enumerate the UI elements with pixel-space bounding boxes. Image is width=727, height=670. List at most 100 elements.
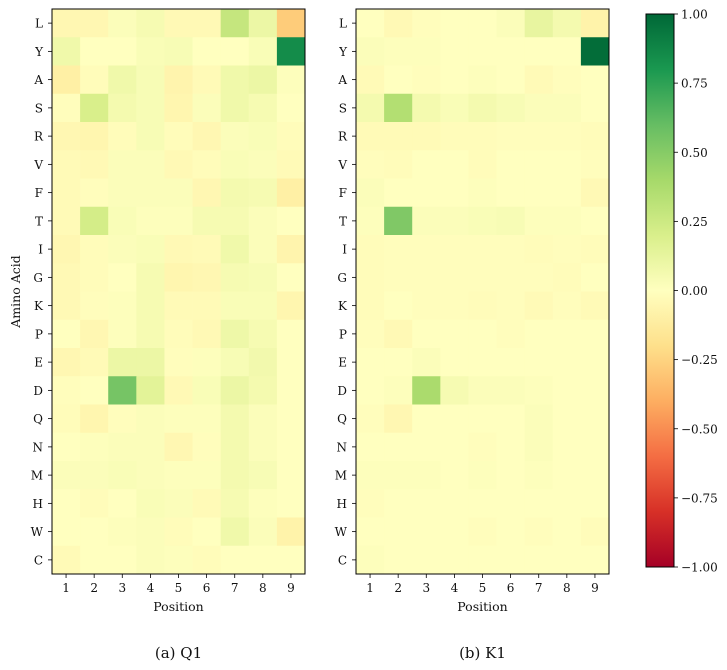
heatmap-cell <box>276 206 306 236</box>
heatmap-cell <box>412 93 441 123</box>
heatmap-cell <box>136 461 165 490</box>
heatmap-cell <box>276 461 306 490</box>
heatmap-cell <box>136 348 165 377</box>
heatmap-cell <box>248 65 278 95</box>
y-tick-label: W <box>335 525 348 539</box>
heatmap-cell <box>468 37 497 66</box>
heatmap-cell <box>248 9 278 38</box>
heatmap-cell <box>552 178 582 208</box>
heatmap-cell <box>164 461 193 490</box>
heatmap-cell <box>524 178 554 208</box>
heatmap-cell <box>220 319 250 349</box>
heatmap-cell <box>80 319 109 349</box>
heatmap-cell <box>552 319 582 349</box>
heatmap-cell <box>108 291 137 321</box>
heatmap-cell <box>248 545 278 575</box>
heatmap-cell <box>192 517 222 547</box>
heatmap-cell <box>524 291 554 321</box>
heatmap-cell <box>440 263 469 292</box>
heatmap-cell <box>552 432 582 462</box>
heatmap-cell <box>192 291 222 321</box>
heatmap-cell <box>136 150 165 179</box>
heatmap-cell <box>52 348 81 377</box>
heatmap-cell <box>164 93 193 123</box>
heatmap-cell <box>80 206 109 236</box>
y-tick-label: N <box>337 440 348 454</box>
heatmap-cell <box>108 376 137 405</box>
heatmap-cell <box>108 517 137 547</box>
heatmap-cell <box>220 348 250 377</box>
heatmap-cell <box>580 150 610 179</box>
heatmap-cell <box>412 178 441 208</box>
heatmap-cell <box>384 65 413 95</box>
heatmap-cell <box>80 235 109 264</box>
heatmap-cell <box>356 206 385 236</box>
heatmap-cell <box>356 376 385 405</box>
heatmap-cell <box>384 122 413 151</box>
heatmap-cell <box>468 291 497 321</box>
heatmap-cell <box>80 291 109 321</box>
heatmap-cell <box>468 319 497 349</box>
heatmap-cell <box>248 291 278 321</box>
heatmap-cell <box>412 461 441 490</box>
heatmap-cell <box>552 206 582 236</box>
heatmap-cell <box>108 263 137 292</box>
heatmap-cell <box>136 517 165 547</box>
heatmap-cell <box>164 376 193 405</box>
heatmap-cell <box>164 517 193 547</box>
heatmap-cell <box>52 545 81 575</box>
heatmap-cell <box>440 178 469 208</box>
y-tick-label: R <box>34 130 44 144</box>
heatmap-cell <box>580 65 610 95</box>
heatmap-cell <box>384 9 413 38</box>
heatmap-cell <box>468 263 497 292</box>
heatmap-cell <box>524 9 554 38</box>
heatmap-cell <box>248 178 278 208</box>
colorbar-tick-label: 0.50 <box>681 146 708 160</box>
heatmap-cell <box>552 376 582 405</box>
heatmap-cell <box>80 93 109 123</box>
heatmap-cell <box>552 93 582 123</box>
x-tick-label: 2 <box>90 581 98 595</box>
colorbar-ticks: 1.00 0.75 0.50 0.25 0.00 −0.25 −0.50 −0.75 −1.00 <box>674 8 718 575</box>
heatmap-cell <box>220 376 250 405</box>
colorbar-tick-label: −0.50 <box>681 422 718 436</box>
heatmap-cell <box>496 9 526 38</box>
heatmap-cell <box>524 376 554 405</box>
heatmap-cell <box>468 489 497 518</box>
heatmap-cell <box>496 93 526 123</box>
heatmap-cell <box>108 9 137 38</box>
heatmap-cell <box>276 489 306 518</box>
heatmap-cell <box>220 37 250 66</box>
heatmap-cell <box>412 9 441 38</box>
caption-q1: (a) Q1 <box>155 644 202 662</box>
heatmap-cell <box>552 37 582 66</box>
heatmap-cell <box>580 404 610 434</box>
heatmap-cell <box>136 9 165 38</box>
x-tick-label: 9 <box>591 581 599 595</box>
heatmap-cell <box>356 461 385 490</box>
heatmap-cell <box>164 432 193 462</box>
heatmap-cell <box>552 404 582 434</box>
heatmap-cell <box>468 404 497 434</box>
colorbar: 1.00 0.75 0.50 0.25 0.00 −0.25 −0.50 −0.75 −1.00 <box>645 8 718 575</box>
heatmap-cell <box>80 545 109 575</box>
heatmap-cell <box>524 37 554 66</box>
heatmap-cell <box>580 122 610 151</box>
heatmap-cell <box>220 263 250 292</box>
heatmap-cell <box>496 319 526 349</box>
y-tick-label: M <box>335 469 347 483</box>
x-tick-label: 3 <box>118 581 126 595</box>
heatmap-cell <box>276 432 306 462</box>
heatmap-cell <box>52 319 81 349</box>
heatmap-cell <box>496 178 526 208</box>
heatmap-cell <box>524 404 554 434</box>
x-tick-labels-k1: 1 2 3 4 5 6 7 8 9 <box>366 574 599 595</box>
heatmap-cell <box>220 404 250 434</box>
heatmap-cell <box>276 93 306 123</box>
heatmap-cell <box>440 235 469 264</box>
y-tick-label: R <box>338 130 348 144</box>
heatmap-cell <box>164 319 193 349</box>
heatmap-cell <box>496 376 526 405</box>
x-axis-title-k1: Position <box>457 599 507 614</box>
